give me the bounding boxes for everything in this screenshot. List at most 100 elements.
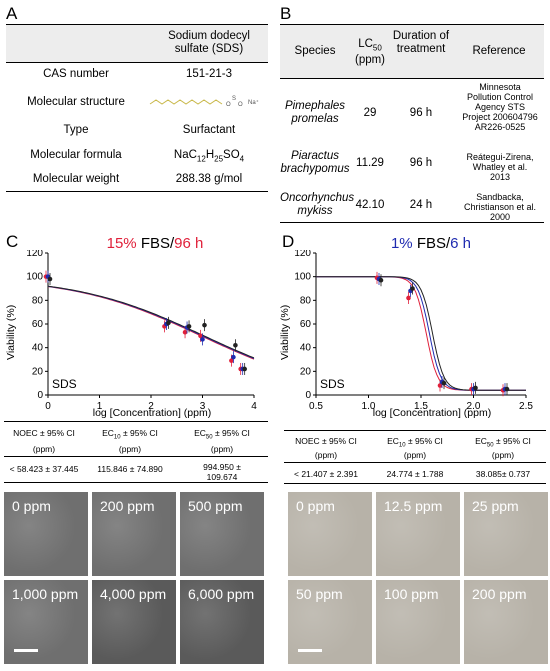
chart-c-ylabel: Viability (%) <box>5 305 17 360</box>
micrograph-image: 0 ppm <box>288 492 372 576</box>
fit-curve <box>47 285 255 359</box>
panel-label-c: C <box>6 232 19 251</box>
chart-c: 0 20 40 60 80 100 120 0 1 2 3 4 Viability (%) log [… <box>5 250 257 419</box>
table-b-species: Piaractus brachypomus <box>280 150 350 175</box>
y-tick-label: 0 <box>305 390 311 401</box>
data-point <box>242 366 247 372</box>
y-tick-label: 0 <box>37 390 43 401</box>
data-point <box>186 324 192 329</box>
micrograph-image: 12.5 ppm <box>376 492 460 576</box>
table-b-lc50: 29 <box>363 107 377 119</box>
data-point <box>198 333 203 339</box>
summary-d-header: EC50 ± 95% CI <box>475 436 531 449</box>
summary-d-unit: (ppm) <box>314 450 338 460</box>
micrograph-label: 6,000 ppm <box>188 586 255 602</box>
table-a-row-value: 288.38 g/mol <box>175 173 243 185</box>
x-tick-label: 0.5 <box>309 401 323 412</box>
fit-curve <box>47 286 255 360</box>
x-tick-label: 2.0 <box>467 401 481 412</box>
micrograph-image: 25 ppm <box>464 492 548 576</box>
summary-c-unit: (ppm) <box>210 444 234 454</box>
summary-d-value: < 21.407 ± 2.391 <box>294 469 358 479</box>
data-point <box>406 295 411 301</box>
summary-d-header: EC10 ± 95% CI <box>387 436 443 449</box>
panel-label-d: D <box>282 232 295 251</box>
chart-d-sds-label: SDS <box>320 377 345 391</box>
chart-c-xlabel: log [Concentration] (ppm) <box>93 407 211 419</box>
fit-curve <box>47 285 255 359</box>
summary-d-value: 24.774 ± 1.788 <box>386 469 444 479</box>
x-tick-label: 4 <box>251 401 257 412</box>
chart-c-sds-label: SDS <box>52 377 77 391</box>
chart-d-title: 1% FBS/6 h <box>390 235 472 252</box>
micrograph-label: 0 ppm <box>12 498 51 514</box>
fit-curve <box>316 276 526 391</box>
y-tick-label: 80 <box>32 295 44 306</box>
micrograph-image: 4,000 ppm <box>92 580 176 664</box>
y-tick-label: 120 <box>294 250 311 259</box>
x-tick-label: 1.5 <box>414 401 428 412</box>
table-a-row-value: 151-21-3 <box>185 68 233 80</box>
svg-text:O: O <box>226 102 231 108</box>
y-tick-label: 40 <box>32 343 44 354</box>
summary-d-header: NOEC ± 95% CI <box>295 436 357 446</box>
summary-c-header: EC10 ± 95% CI <box>102 428 158 441</box>
summary-c-unit: (ppm) <box>32 444 56 454</box>
data-point <box>437 383 443 388</box>
sds-molecular-structure-image: O S O Na⁺ <box>149 96 259 108</box>
data-point <box>504 386 510 392</box>
scale-bar <box>298 649 322 652</box>
micrograph-image: 200 ppm <box>464 580 548 664</box>
table-b-reference: Minnesota Pollution Control Agency STS P… <box>462 82 538 132</box>
summary-c-unit: (ppm) <box>118 444 142 454</box>
summary-c-value: < 58.423 ± 37.445 <box>9 464 79 474</box>
fit-curve <box>316 276 526 391</box>
micrograph-image: 6,000 ppm <box>180 580 264 664</box>
y-tick-label: 20 <box>32 366 44 377</box>
x-tick-label: 0 <box>45 401 51 412</box>
summary-d-unit: (ppm) <box>491 450 515 460</box>
data-point <box>200 337 205 342</box>
table-b-reference: Sandbacka, Christianson et al. 2000 <box>463 192 537 222</box>
table-a-row-label: Type <box>63 124 89 136</box>
data-point <box>473 385 478 391</box>
micrograph-label: 100 ppm <box>384 586 439 602</box>
x-tick-label: 1.0 <box>362 401 376 412</box>
fit-curve <box>316 276 526 391</box>
data-point <box>182 329 188 335</box>
summary-d-unit: (ppm) <box>403 450 427 460</box>
data-point <box>410 286 415 291</box>
data-point <box>47 276 53 282</box>
table-a-row-label: CAS number <box>43 68 109 80</box>
svg-text:S: S <box>232 96 236 102</box>
micrograph-image: 50 ppm <box>288 580 372 664</box>
svg-text:Na⁺: Na⁺ <box>248 99 259 106</box>
chart-d-ylabel: Viability (%) <box>279 305 291 360</box>
table-b-duration: 24 h <box>409 199 433 211</box>
table-a-row-label: Molecular structure <box>27 96 125 108</box>
micrograph-label: 12.5 ppm <box>384 498 443 514</box>
micrograph-label: 200 ppm <box>100 498 155 514</box>
panel-label-a: A <box>6 4 18 23</box>
micrograph-label: 25 ppm <box>472 498 519 514</box>
table-a-header: Sodium dodecyl sulfate (SDS) <box>168 30 250 55</box>
y-tick-label: 100 <box>294 272 311 283</box>
micrograph-label: 0 ppm <box>296 498 335 514</box>
chart-c-title: 15% FBS/96 h <box>106 235 204 252</box>
summary-c-value: 994.950 ± 109.674 <box>203 462 241 482</box>
y-tick-label: 20 <box>300 366 312 377</box>
chart-d-xlabel: log [Concentration] (ppm) <box>373 407 491 419</box>
x-tick-label: 3 <box>200 401 206 412</box>
table-b-header-duration: Duration of treatment <box>392 30 450 55</box>
table-b-lc50: 11.29 <box>356 157 384 169</box>
data-point <box>202 322 207 328</box>
summary-d-value: 38.085± 0.737 <box>475 469 531 479</box>
panel-label-b: B <box>280 4 292 23</box>
y-tick-label: 100 <box>26 272 43 283</box>
data-point <box>231 354 236 360</box>
table-b-duration: 96 h <box>409 157 433 169</box>
micrograph-label: 200 ppm <box>472 586 527 602</box>
x-tick-label: 2 <box>148 401 154 412</box>
table-a-row-label: Molecular weight <box>32 173 120 185</box>
data-point <box>229 358 234 363</box>
